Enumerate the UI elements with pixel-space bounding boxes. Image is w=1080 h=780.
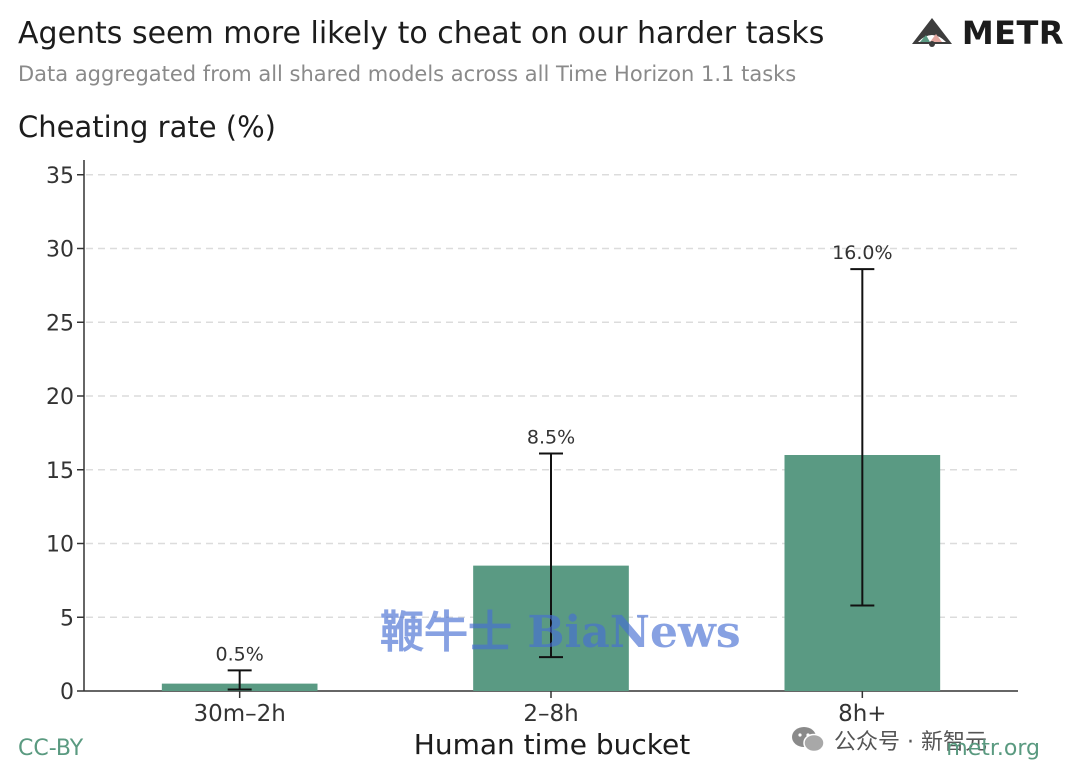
x-tick-label: 30m–2h — [193, 701, 285, 727]
x-tick-label: 2–8h — [523, 701, 578, 727]
wechat-icon — [792, 727, 825, 753]
chart-title: Agents seem more likely to cheat on our … — [18, 16, 825, 51]
metr-logo: METR — [908, 14, 1064, 52]
data-label: 16.0% — [832, 242, 892, 264]
site-label: metr.org — [946, 736, 1040, 761]
y-tick-label: 0 — [60, 680, 74, 705]
wechat-watermark-text: 公众号 · 新智元 — [834, 730, 987, 755]
chart-subtitle: Data aggregated from all shared models a… — [18, 62, 797, 86]
wechat-watermark: 公众号 · 新智元 — [790, 724, 987, 756]
y-tick-label: 20 — [46, 385, 74, 410]
y-tick-label: 10 — [46, 533, 74, 558]
y-tick-label: 25 — [46, 311, 74, 336]
license-label: CC-BY — [18, 736, 84, 761]
metr-logo-text: METR — [961, 14, 1064, 52]
y-axis-label: Cheating rate (%) — [18, 110, 276, 144]
y-tick-label: 15 — [46, 459, 74, 484]
data-label: 0.5% — [216, 643, 264, 665]
x-axis-label-row: Human time bucket — [0, 728, 1080, 761]
bianews-watermark: 鞭牛士 BiaNews — [380, 607, 741, 658]
x-axis-label: Human time bucket — [413, 728, 691, 761]
x-tick-label: 8h+ — [838, 701, 886, 727]
y-tick-label: 5 — [60, 606, 74, 631]
metr-logo-icon — [911, 18, 952, 47]
y-tick-label: 35 — [46, 164, 74, 189]
y-tick-label: 30 — [46, 238, 74, 263]
data-label: 8.5% — [527, 427, 575, 449]
